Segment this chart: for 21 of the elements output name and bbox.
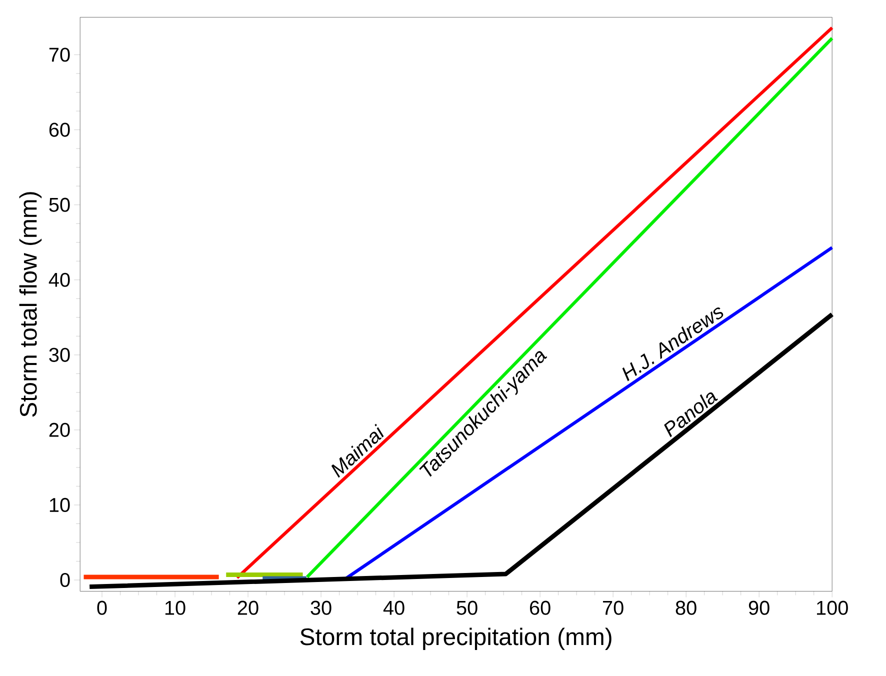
x-tick-label: 60 — [530, 600, 550, 615]
y-tick-label: 20 — [49, 422, 70, 437]
y-tick-label: 10 — [50, 498, 70, 512]
x-tick-label: 50 — [456, 600, 478, 615]
x-tick-label: 20 — [238, 600, 258, 615]
x-tick-label: 70 — [603, 600, 624, 615]
x-tick-label: 40 — [383, 600, 404, 615]
y-tick-label: 0 — [60, 572, 70, 588]
x-tick-label: 100 — [817, 600, 848, 615]
x-tick-label: 30 — [310, 600, 332, 615]
x-tick-label: 80 — [676, 600, 696, 615]
x-tick-label: 90 — [748, 600, 770, 615]
y-tick-label: 70 — [49, 48, 70, 62]
y-tick-label: 60 — [49, 122, 70, 137]
y-tick-label: 40 — [48, 272, 70, 287]
x-tick-label: 10 — [165, 600, 186, 615]
y-tick-label: 30 — [49, 348, 70, 362]
x-tick-label: 0 — [97, 600, 107, 615]
x-axis-title: Storm total precipitation (mm) — [300, 628, 612, 650]
y-axis-title: Storm total flow (mm) — [19, 192, 42, 417]
y-tick-label: 50 — [49, 198, 70, 212]
